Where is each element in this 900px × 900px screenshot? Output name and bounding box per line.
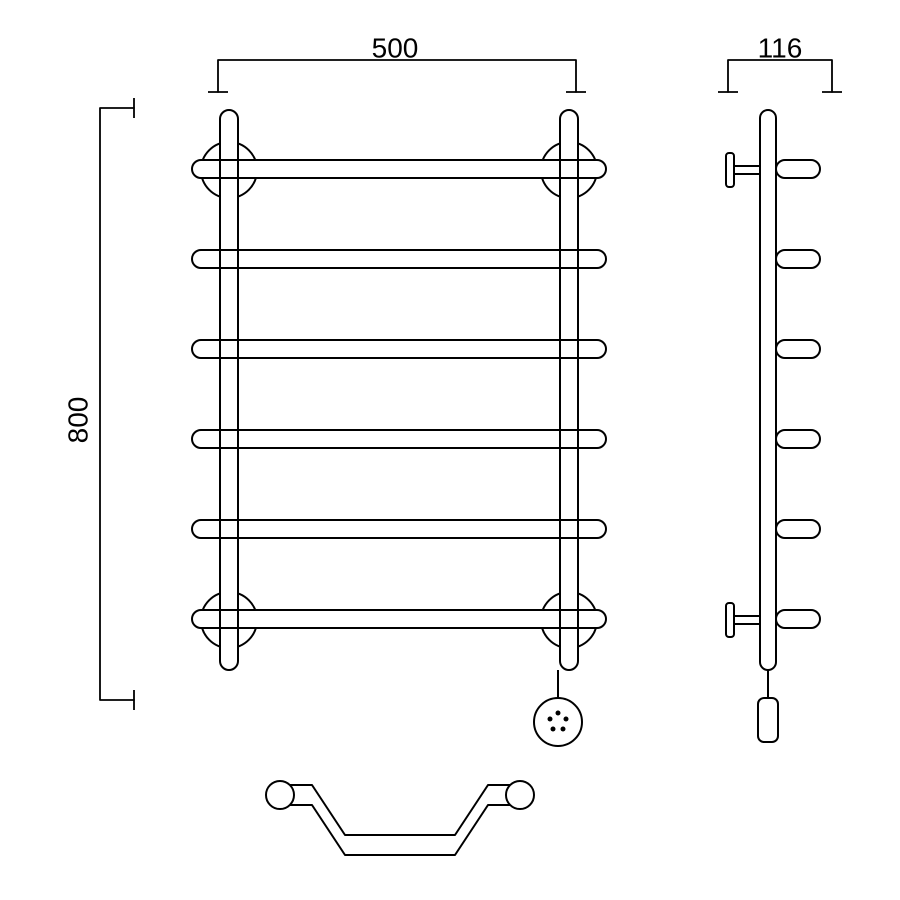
technical-drawing-svg: 500 116 800 <box>0 0 900 900</box>
dimension-label: 800 <box>62 397 93 444</box>
front-view <box>192 110 606 746</box>
side-view <box>726 110 820 742</box>
top-view <box>266 781 534 855</box>
dimension-label: 500 <box>372 32 419 63</box>
dimension-label: 116 <box>758 32 803 63</box>
